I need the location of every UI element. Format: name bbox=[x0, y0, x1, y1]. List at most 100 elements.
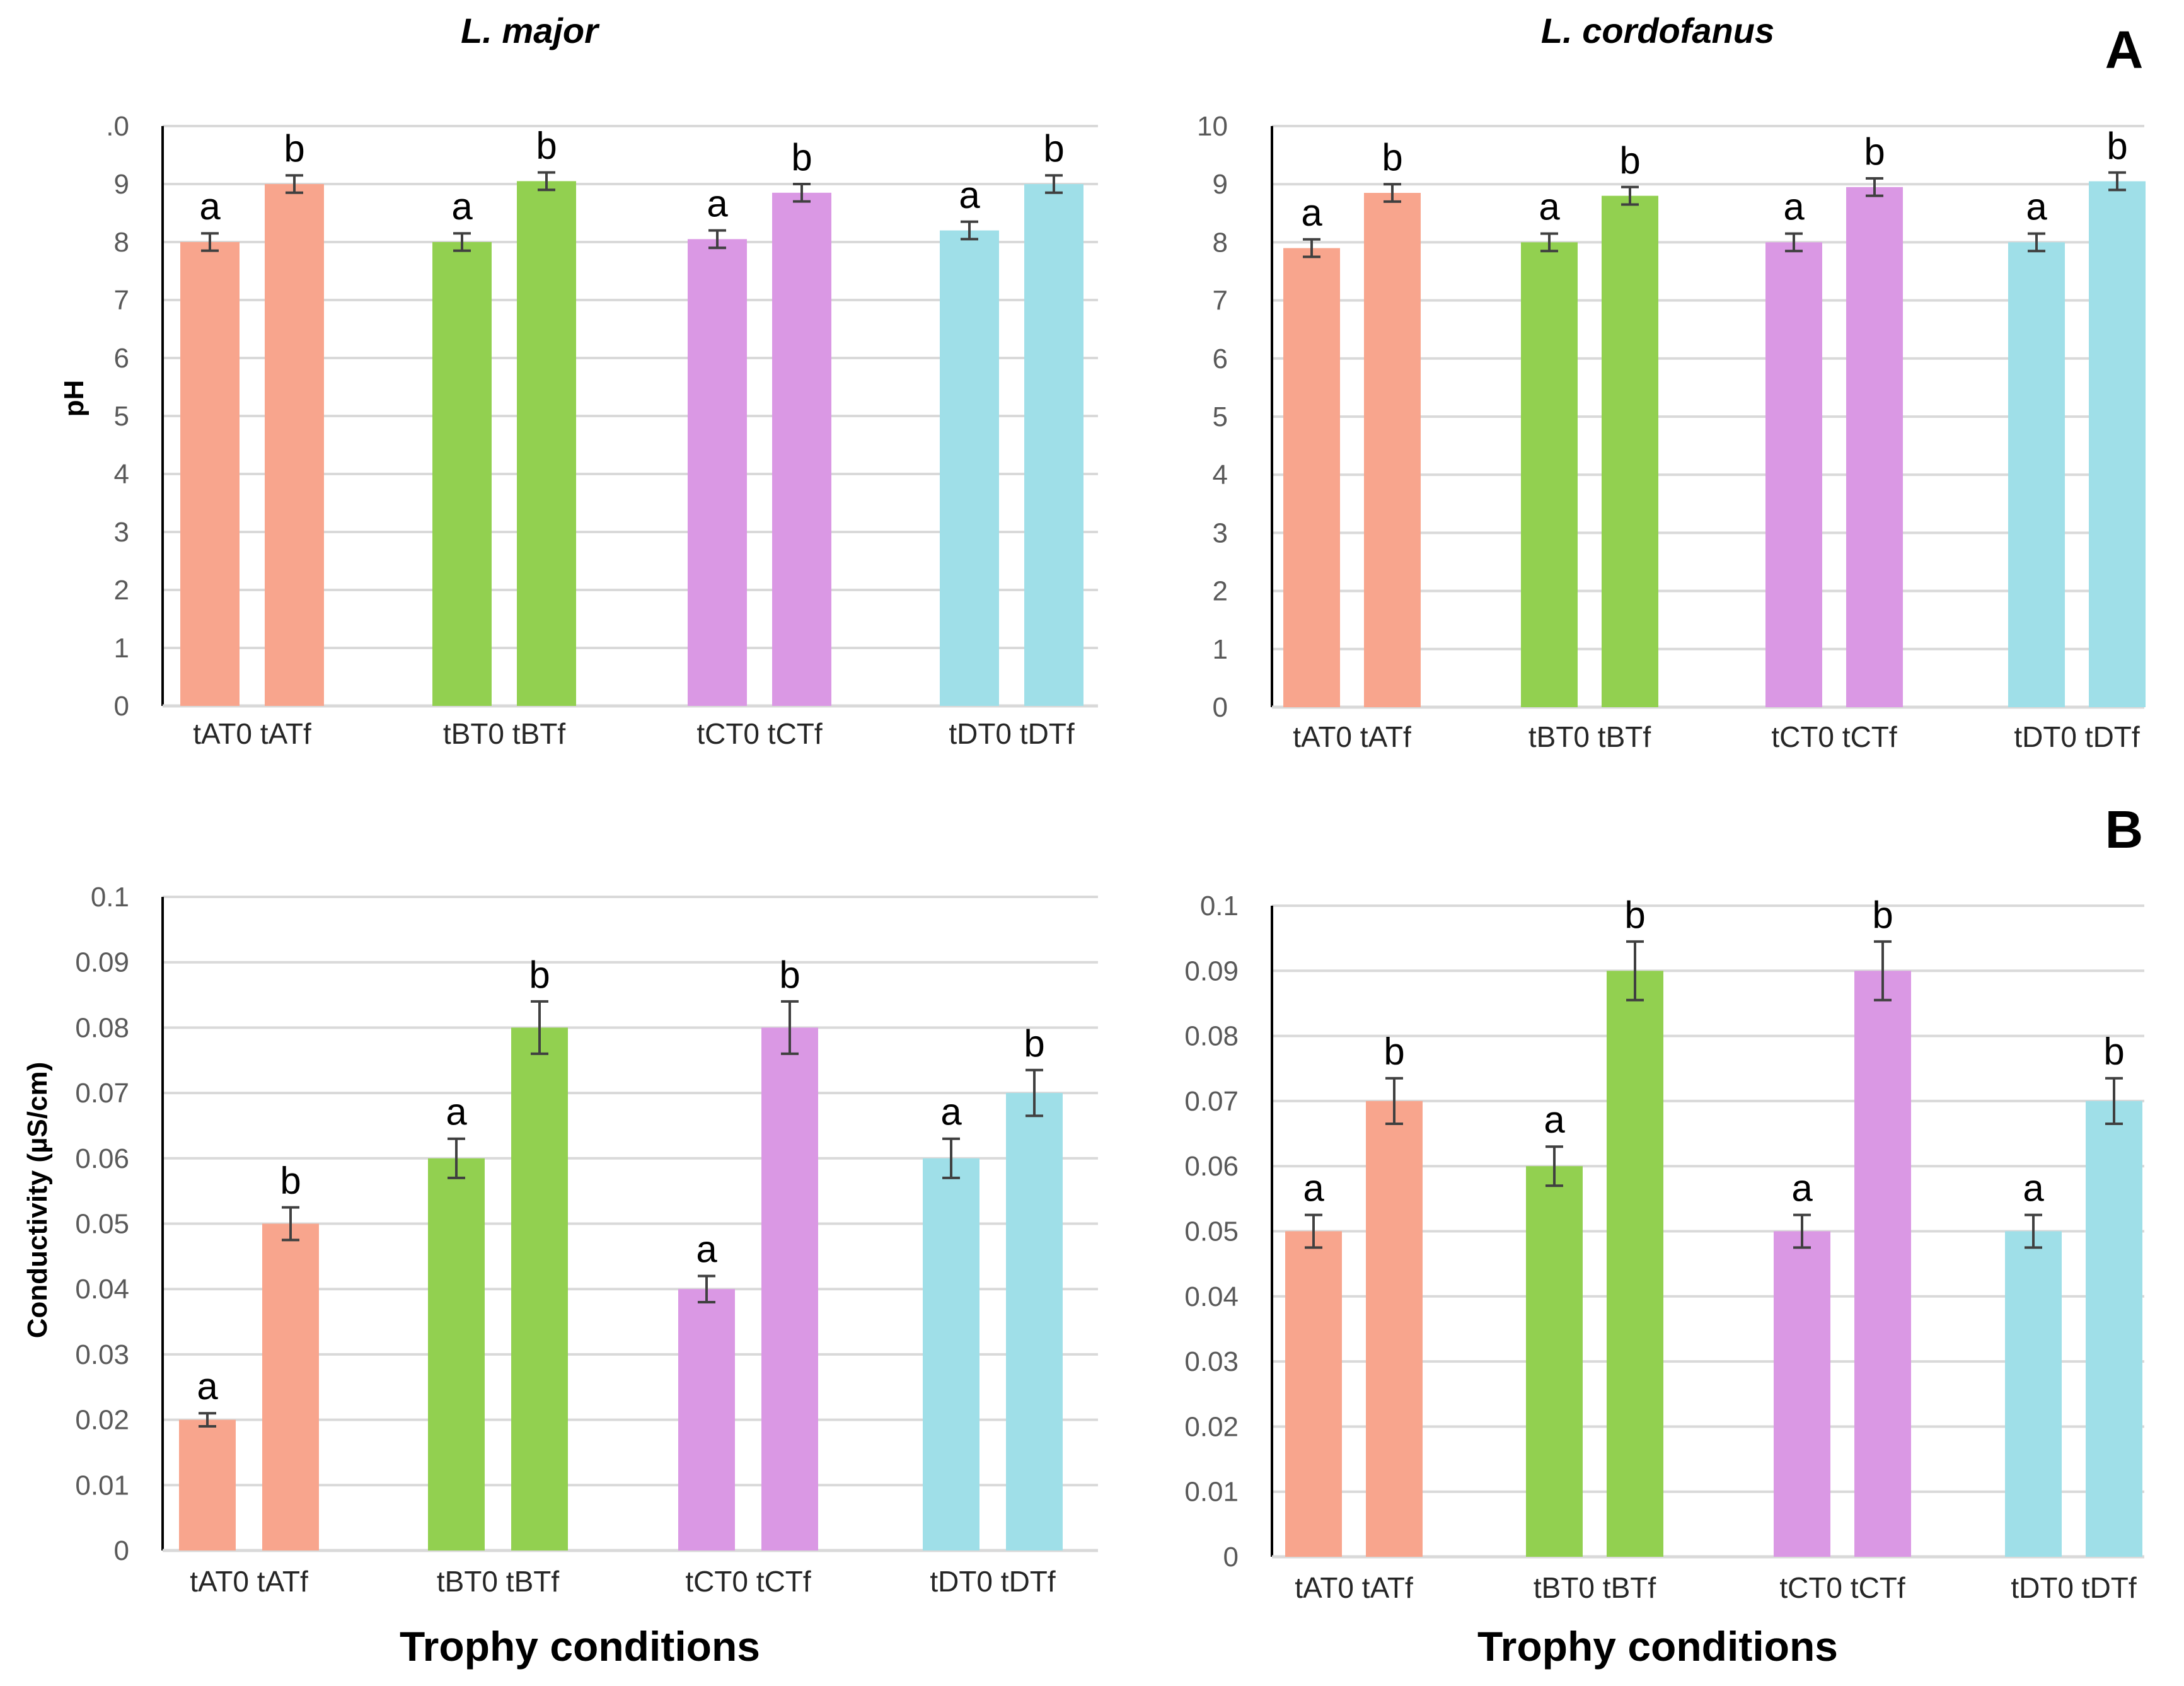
significance-letter-tAT0: a bbox=[1301, 192, 1322, 234]
bar-tBTf bbox=[1602, 195, 1658, 707]
y-tick-label: 8 bbox=[114, 227, 129, 258]
y-tick-label: 0.07 bbox=[1184, 1086, 1239, 1117]
bar-tCT0 bbox=[678, 1289, 735, 1550]
x-category-label: tCT0 tCTf bbox=[685, 1565, 811, 1598]
significance-letter-tBTf: b bbox=[536, 125, 557, 167]
x-axis-label: Trophy conditions bbox=[1477, 1623, 1838, 1670]
y-tick-label: 0.01 bbox=[75, 1470, 129, 1501]
significance-letter-tDT0: a bbox=[940, 1091, 962, 1133]
x-category-label: tDT0 tDTf bbox=[2011, 1571, 2137, 1604]
y-tick-label: 3 bbox=[114, 517, 129, 548]
x-category-label: tCT0 tCTf bbox=[696, 717, 823, 750]
bar-tBT0 bbox=[428, 1158, 485, 1550]
y-tick-label: 0.09 bbox=[1184, 956, 1239, 986]
chart-cond-cordofanus-plot: 0.1 0.09 0.08 0.07 0.06 0.05 0.04 0.03 0.02 0.01 0… bbox=[1184, 891, 2144, 1604]
significance-letter-tCTf: b bbox=[1864, 130, 1885, 173]
bar-tDTf bbox=[1006, 1093, 1063, 1550]
y-tick-label: 0.05 bbox=[1184, 1216, 1239, 1247]
bar-tCTf bbox=[772, 192, 831, 706]
significance-letter-tBT0: a bbox=[451, 185, 473, 228]
x-category-label: tBT0 tBTf bbox=[437, 1565, 559, 1598]
significance-letter-tCT0: a bbox=[1783, 186, 1805, 228]
x-category-label: tAT0 tATf bbox=[1295, 1571, 1413, 1604]
bar-tAT0 bbox=[1285, 1231, 1342, 1557]
bar-tCT0 bbox=[1765, 242, 1822, 707]
y-tick-label: 0.03 bbox=[1184, 1346, 1239, 1377]
y-tick-label: 9 bbox=[1213, 169, 1228, 200]
significance-letter-tATf: b bbox=[284, 127, 304, 170]
chart-title: L. major bbox=[461, 11, 600, 50]
y-tick-label: 5 bbox=[114, 401, 129, 432]
y-tick-label: 0.03 bbox=[75, 1339, 129, 1370]
bar-tDTf bbox=[2086, 1100, 2142, 1557]
x-category-label: tAT0 tATf bbox=[193, 717, 311, 750]
significance-letter-tBT0: a bbox=[1544, 1099, 1565, 1141]
y-tick-label: 0.1 bbox=[1200, 891, 1239, 921]
y-tick-label: 4 bbox=[1213, 459, 1228, 490]
significance-letter-tBTf: b bbox=[529, 954, 550, 996]
significance-letter-tBT0: a bbox=[446, 1091, 467, 1133]
x-category-label: tBT0 tBTf bbox=[1528, 720, 1651, 753]
bar-tBTf bbox=[517, 181, 576, 706]
significance-letter-tBTf: b bbox=[1624, 894, 1645, 936]
panel-label-a: A bbox=[2105, 20, 2144, 79]
x-axis-label: Trophy conditions bbox=[400, 1623, 760, 1670]
y-tick-label: 0.08 bbox=[75, 1012, 129, 1043]
significance-letter-tATf: b bbox=[1382, 136, 1402, 178]
bar-tBT0 bbox=[1526, 1166, 1583, 1557]
y-tick-label: 8 bbox=[1213, 227, 1228, 258]
y-tick-label: 0 bbox=[1213, 692, 1228, 723]
bar-tBTf bbox=[511, 1027, 568, 1550]
y-tick-label: 6 bbox=[114, 343, 129, 374]
y-tick-label: 2 bbox=[1213, 576, 1228, 607]
chart-title: L. cordofanus bbox=[1541, 11, 1774, 50]
bar-tCTf bbox=[1854, 971, 1911, 1557]
y-tick-label: 0.08 bbox=[1184, 1021, 1239, 1052]
y-axis-label: pH bbox=[59, 380, 90, 417]
bar-tCT0 bbox=[1774, 1231, 1830, 1557]
y-tick-label: 0.01 bbox=[1184, 1477, 1239, 1508]
y-tick-label: 0.09 bbox=[75, 947, 129, 978]
bar-tAT0 bbox=[179, 1419, 236, 1550]
y-tick-label: 0.07 bbox=[75, 1078, 129, 1109]
bar-tATf bbox=[265, 184, 324, 706]
bar-tBTf bbox=[1607, 971, 1663, 1557]
y-tick-label: 7 bbox=[114, 285, 129, 316]
y-tick-label: 6 bbox=[1213, 344, 1228, 374]
x-category-label: tDT0 tDTf bbox=[2014, 720, 2140, 753]
bar-tDT0 bbox=[940, 230, 999, 707]
bar-tBT0 bbox=[1521, 242, 1578, 707]
bar-tATf bbox=[1364, 193, 1421, 707]
y-tick-label: 9 bbox=[114, 169, 129, 200]
significance-letter-tCT0: a bbox=[707, 183, 728, 225]
significance-letter-tDT0: a bbox=[2026, 186, 2047, 228]
chart-cond-cordofanus: Trophy conditions 0.1 0.09 0.08 0.07 0.06 0.0… bbox=[1184, 891, 2144, 1670]
bar-tDTf bbox=[2089, 181, 2146, 708]
x-category-label: tBT0 tBTf bbox=[1534, 1571, 1656, 1604]
significance-letter-tDTf: b bbox=[1024, 1022, 1044, 1065]
chart-ph-major-plot: .0 9 8 7 6 5 4 3 2 1 0 a b tAT0 tATf a b tBT0 tBTf a b tCT0… bbox=[106, 111, 1098, 750]
significance-letter-tDT0: a bbox=[959, 174, 980, 216]
y-tick-label: 3 bbox=[1213, 517, 1228, 548]
bar-tCTf bbox=[761, 1027, 818, 1550]
y-tick-label: 0.1 bbox=[91, 882, 129, 913]
significance-letter-tCTf: b bbox=[1872, 894, 1893, 936]
y-tick-label: 0.02 bbox=[1184, 1411, 1239, 1442]
y-tick-label: 0 bbox=[1223, 1542, 1239, 1573]
bar-tDT0 bbox=[2008, 242, 2065, 707]
x-category-label: tAT0 tATf bbox=[190, 1565, 308, 1598]
bar-tCTf bbox=[1846, 187, 1903, 707]
y-tick-label: 10 bbox=[1197, 111, 1228, 142]
y-tick-label: 0.06 bbox=[1184, 1151, 1239, 1182]
significance-letter-tDT0: a bbox=[2023, 1167, 2044, 1210]
significance-letter-tAT0: a bbox=[197, 1365, 218, 1407]
y-tick-label: 4 bbox=[114, 459, 129, 490]
bar-tDTf bbox=[1024, 184, 1083, 706]
bar-tAT0 bbox=[180, 242, 240, 706]
y-tick-label: 7 bbox=[1213, 286, 1228, 316]
y-axis-label: Conductivity (µS/cm) bbox=[22, 1062, 53, 1339]
significance-letter-tBT0: a bbox=[1539, 186, 1560, 228]
chart-cond-major: Conductivity (µS/cm) Trophy conditions 0… bbox=[22, 882, 1098, 1670]
